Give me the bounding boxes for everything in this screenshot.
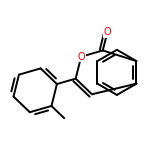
Text: O: O [104, 27, 111, 37]
Text: O: O [77, 52, 85, 62]
